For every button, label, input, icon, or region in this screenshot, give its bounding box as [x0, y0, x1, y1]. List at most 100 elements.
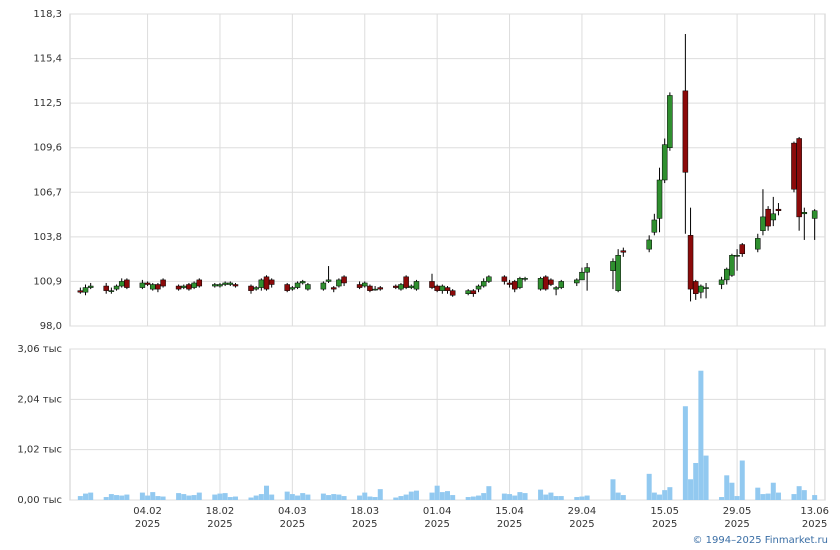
- y-tick-label: 112,5: [33, 98, 62, 109]
- volume-bar: [103, 497, 109, 500]
- candle-body: [356, 284, 363, 288]
- volume-bar: [341, 496, 347, 500]
- volume-bar: [227, 497, 233, 500]
- candle-body: [465, 290, 471, 294]
- volume-bar: [553, 496, 559, 500]
- candle-body: [429, 281, 435, 288]
- candle-body: [439, 285, 446, 291]
- candle-body: [801, 212, 808, 215]
- candle-body: [294, 282, 301, 288]
- candle-body: [87, 285, 94, 288]
- candle-body: [377, 287, 384, 290]
- candle-body: [398, 284, 404, 290]
- candle-body: [667, 95, 673, 148]
- candle-body: [558, 281, 565, 288]
- volume-bar: [548, 492, 554, 500]
- volume-bar: [522, 493, 528, 500]
- candle-body: [543, 276, 549, 290]
- candle-body: [620, 250, 627, 253]
- volume-bar: [770, 482, 776, 500]
- volume-bar: [688, 479, 694, 500]
- volume-bar: [651, 492, 657, 500]
- candle-body: [212, 284, 218, 287]
- candle-body: [227, 282, 234, 285]
- candle-body: [718, 279, 725, 285]
- candle-body: [77, 290, 84, 293]
- volume-bar: [481, 493, 487, 500]
- volume-bar: [108, 494, 114, 500]
- volume-bar: [470, 496, 476, 500]
- volume-bar: [801, 490, 807, 500]
- volume-bar: [222, 493, 228, 500]
- x-tick-label: 29.05 2025: [722, 506, 752, 530]
- volume-bar: [77, 496, 83, 500]
- x-tick-label: 04.02 2025: [133, 506, 162, 530]
- candle-body: [118, 281, 125, 287]
- volume-bar: [584, 495, 590, 500]
- candle-body: [232, 284, 239, 287]
- candle-body: [470, 290, 477, 294]
- volume-bar: [796, 486, 802, 500]
- volume-bar: [682, 406, 688, 500]
- volume-bar: [114, 495, 120, 500]
- candle-body: [584, 267, 590, 273]
- candle-body: [253, 287, 259, 290]
- volume-bar: [362, 492, 368, 500]
- candle-body: [139, 282, 146, 288]
- volume-tick-label: 0,00 тыс: [17, 495, 62, 506]
- candle-body: [124, 279, 130, 288]
- candle-body: [522, 278, 528, 280]
- volume-bar: [403, 494, 409, 500]
- volume-bar: [439, 492, 445, 500]
- volume-bar: [501, 493, 507, 500]
- candle-body: [299, 281, 306, 284]
- volume-bar: [755, 487, 761, 500]
- volume-bar: [83, 493, 89, 500]
- volume-bar: [413, 490, 419, 500]
- volume-bar: [372, 497, 378, 500]
- volume-bar: [620, 495, 626, 500]
- volume-bar: [331, 494, 337, 500]
- candle-body: [506, 282, 513, 285]
- candle-body: [610, 261, 616, 271]
- candle-body: [336, 279, 342, 287]
- volume-bar: [646, 473, 652, 500]
- candle-body: [403, 276, 409, 288]
- volume-bar: [212, 494, 218, 500]
- candle-body: [646, 239, 652, 250]
- volume-bar: [724, 475, 730, 500]
- volume-bar: [305, 494, 311, 500]
- candle-body: [413, 281, 420, 290]
- volume-bar: [258, 494, 264, 500]
- volume-tick-label: 1,02 тыс: [17, 445, 62, 456]
- volume-bar: [295, 495, 301, 500]
- candle-body: [755, 238, 761, 250]
- candle-body: [765, 208, 771, 227]
- candle-body: [775, 208, 782, 211]
- volume-bar: [719, 497, 725, 500]
- volume-bar: [160, 496, 166, 500]
- candle-body: [186, 284, 192, 290]
- volume-bar: [88, 492, 94, 500]
- volume-bar: [512, 495, 518, 500]
- volume-bar: [145, 495, 151, 500]
- volume-bar: [574, 497, 580, 500]
- x-tick-label: 13.06 2025: [800, 506, 829, 530]
- candle-body: [615, 255, 621, 291]
- volume-bar: [507, 494, 513, 500]
- volume-bar: [320, 493, 326, 500]
- candle-body: [682, 90, 689, 173]
- candle-body: [113, 285, 120, 290]
- volume-bar: [264, 485, 270, 500]
- volume-bar: [155, 496, 161, 500]
- candle-body: [517, 278, 523, 288]
- footer: © 1994–2025 Finmarket.ru: [692, 535, 828, 546]
- candle-body: [181, 285, 187, 288]
- volume-bar: [398, 496, 404, 500]
- volume-bar: [196, 492, 202, 500]
- candle-body: [692, 281, 699, 294]
- candle-body: [248, 285, 254, 291]
- volume-bar: [377, 489, 383, 500]
